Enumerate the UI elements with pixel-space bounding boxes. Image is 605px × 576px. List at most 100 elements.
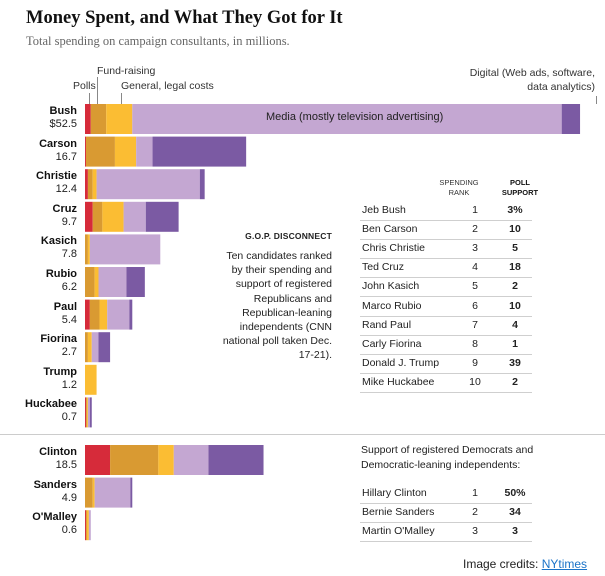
row-name: Ben Carson: [362, 223, 418, 236]
table-row: Martin O'Malley 3 3: [360, 522, 532, 543]
table-row: Ted Cruz 4 18: [360, 258, 532, 279]
bar-segment-cruz-polls: [85, 201, 93, 232]
credit-prefix: Image credits:: [463, 557, 542, 571]
bar-segment-o-malley-general: [86, 510, 89, 541]
bar-segment-carson-general: [114, 136, 137, 167]
spending-rank-header-line2: RANK: [448, 188, 470, 197]
row-rank: 2: [472, 223, 478, 236]
candidate-total: 0.7: [61, 411, 77, 424]
candidate-label-sanders: Sanders 4.9: [0, 479, 77, 505]
bar-segment-christie-fundraising: [87, 169, 93, 200]
candidate-name: Cruz: [52, 202, 77, 215]
bar-segment-o-malley-media: [88, 510, 91, 541]
bar-segment-sanders-fundraising: [85, 477, 93, 508]
bar-segment-huckabee-fundraising: [85, 397, 87, 428]
row-rank: 6: [472, 299, 478, 312]
bar-segment-christie-polls: [85, 169, 88, 200]
chart-title: Money Spent, and What They Got for It: [26, 8, 343, 28]
row-poll: 2: [512, 375, 518, 388]
bar-segment-paul-media: [107, 299, 130, 330]
bar-segment-bush-general: [106, 104, 133, 134]
candidate-name: Fiorina: [40, 333, 77, 346]
row-name: Rand Paul: [362, 318, 412, 331]
bar-segment-rubio-fundraising: [85, 267, 95, 297]
row-rank: 3: [472, 242, 478, 255]
polls-label: Polls: [73, 80, 96, 92]
candidate-label-clinton: Clinton 18.5: [0, 446, 77, 472]
candidate-total: 12.4: [55, 183, 77, 196]
bar-segment-clinton-polls: [85, 445, 111, 475]
bar-segment-clinton-digital: [208, 445, 264, 475]
row-rank: 4: [472, 261, 478, 274]
row-rank: 5: [472, 280, 478, 293]
table-row: Jeb Bush 1 3%: [360, 201, 532, 221]
bar-segment-sanders-media: [94, 477, 131, 508]
bar-segment-paul-fundraising: [89, 299, 100, 330]
poll-support-header-line1: POLL: [510, 178, 530, 187]
digital-label-line2: data analytics): [527, 81, 595, 93]
row-name: Chris Christie: [362, 242, 426, 255]
table-row: Ben Carson 2 10: [360, 220, 532, 241]
row-rank: 3: [472, 525, 478, 538]
image-credit: Image credits: NYtimes: [463, 557, 587, 571]
row-name: Martin O'Malley: [362, 525, 435, 538]
candidate-label-christie: Christie 12.4: [0, 170, 77, 196]
bar-segment-rubio-digital: [126, 267, 145, 297]
bar-segment-kasich-media: [89, 234, 161, 265]
bar-segment-huckabee-polls: [85, 397, 86, 428]
digital-label-line1: Digital (Web ads, software,: [469, 67, 595, 79]
digital-label: Digital (Web ads, software, data analyti…: [470, 66, 595, 94]
credit-link[interactable]: NYtimes: [541, 557, 588, 571]
table-row: Donald J. Trump 9 39: [360, 354, 532, 374]
bar-segment-sanders-general: [92, 477, 95, 508]
candidate-name: Clinton: [39, 446, 77, 458]
candidate-total: 9.7: [61, 215, 77, 228]
chart-subtitle: Total spending on campaign consultants, …: [26, 34, 290, 48]
row-name: Mike Huckabee: [362, 375, 435, 388]
bar-segment-kasich-fundraising: [85, 234, 88, 265]
bar-segment-christie-media: [96, 169, 200, 200]
bar-segment-carson-polls: [85, 136, 86, 167]
table-row: Carly Fiorina 8 1: [360, 335, 532, 355]
table-row: Marco Rubio 6 10: [360, 297, 532, 317]
candidate-name: Trump: [43, 365, 77, 378]
bar-segment-paul-general: [99, 299, 108, 330]
candidate-name: Sanders: [33, 478, 77, 491]
candidate-total: $52.5: [49, 118, 77, 130]
candidate-total: 4.9: [61, 491, 77, 504]
poll-support-header-line2: SUPPORT: [501, 188, 539, 197]
bar-segment-fiorina-digital: [98, 332, 111, 363]
candidate-name: Carson: [39, 137, 77, 150]
bar-segment-o-malley-fundraising: [85, 510, 87, 541]
row-name: John Kasich: [362, 280, 420, 293]
candidate-name: Christie: [36, 170, 77, 183]
row-poll: 18: [509, 261, 521, 274]
bar-segment-cruz-digital: [145, 201, 179, 232]
polls-leader-line: [89, 93, 90, 104]
candidate-name: O'Malley: [32, 511, 77, 524]
bar-segment-paul-polls: [85, 299, 90, 330]
bar-segment-o-malley-polls: [85, 510, 86, 541]
general-label: General, legal costs: [121, 80, 214, 92]
candidate-label-trump: Trump 1.2: [0, 366, 77, 392]
candidate-total: 18.5: [55, 459, 77, 471]
dem-note: Support of registered Democrats and Demo…: [361, 444, 534, 471]
candidate-label-huckabee: Huckabee 0.7: [0, 398, 77, 424]
row-name: Bernie Sanders: [362, 506, 435, 519]
row-rank: 1: [472, 204, 478, 216]
candidate-total: 16.7: [55, 150, 77, 163]
candidate-label-fiorina: Fiorina 2.7: [0, 333, 77, 359]
row-name: Donald J. Trump: [362, 356, 440, 369]
row-poll: 3%: [507, 204, 523, 216]
general-leader-line: [121, 93, 122, 104]
candidate-total: 6.2: [61, 281, 77, 293]
candidate-label-cruz: Cruz 9.7: [0, 203, 77, 229]
bar-segment-rubio-media: [98, 267, 127, 297]
row-poll: 5: [512, 242, 518, 255]
candidate-label-rubio: Rubio 6.2: [0, 268, 77, 294]
table-row: Mike Huckabee 10 2: [360, 373, 532, 393]
gop-note-heading: G.O.P. DISCONNECT: [245, 231, 332, 241]
row-name: Jeb Bush: [362, 204, 406, 216]
bar-segment-kasich-general: [87, 234, 90, 265]
bar-segment-fiorina-general: [87, 332, 92, 363]
